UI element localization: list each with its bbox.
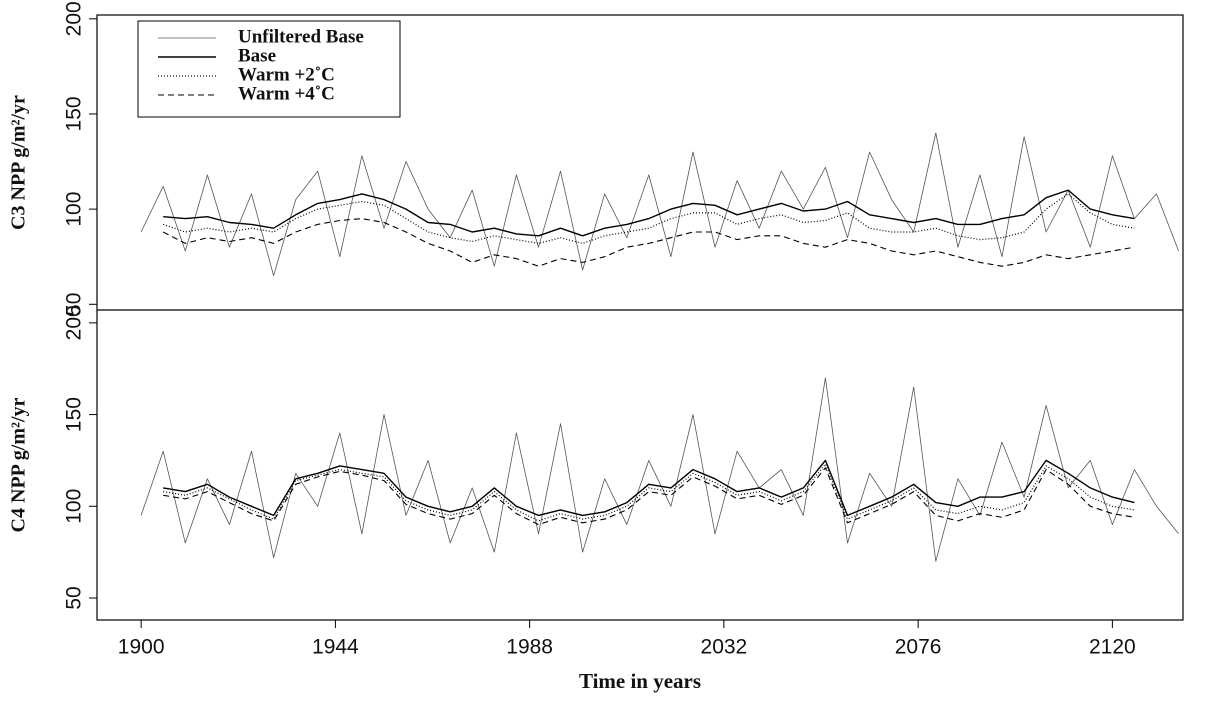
y-tick-label: 200 bbox=[63, 1, 86, 36]
y-tick-label: 50 bbox=[63, 586, 86, 609]
series-line bbox=[163, 467, 1135, 526]
y-tick-label: 150 bbox=[63, 397, 86, 432]
x-tick-label: 1900 bbox=[118, 636, 165, 659]
y-axis-label: C3 NPP g/m²/yr bbox=[8, 95, 30, 230]
x-tick-label: 1944 bbox=[312, 636, 359, 659]
plot-frame bbox=[96, 14, 1184, 621]
legend-label: Base bbox=[238, 45, 276, 66]
y-tick-label: 200 bbox=[63, 305, 86, 340]
legend-box bbox=[137, 20, 401, 118]
x-tick-label: 2120 bbox=[1089, 636, 1136, 659]
x-tick-label: 2032 bbox=[701, 636, 748, 659]
y-tick-label: 50 bbox=[63, 293, 86, 316]
series-line bbox=[140, 132, 1179, 277]
legend-label: Unfiltered Base bbox=[238, 26, 364, 47]
x-axis-label: Time in years bbox=[579, 669, 701, 693]
x-tick-label: 2076 bbox=[895, 636, 942, 659]
y-tick-label: 150 bbox=[63, 96, 86, 131]
legend-label: Warm +4˚C bbox=[238, 83, 335, 104]
series-line bbox=[163, 189, 1135, 237]
y-axis-label: C4 NPP g/m²/yr bbox=[8, 397, 30, 532]
series-line bbox=[163, 459, 1135, 517]
series-line bbox=[163, 463, 1135, 522]
series-line bbox=[162, 218, 1135, 267]
legend-label: Warm +2˚C bbox=[238, 64, 335, 85]
y-tick-label: 100 bbox=[63, 192, 86, 227]
series-line bbox=[140, 377, 1179, 562]
x-tick-label: 1988 bbox=[506, 636, 553, 659]
y-tick-label: 100 bbox=[63, 489, 86, 524]
